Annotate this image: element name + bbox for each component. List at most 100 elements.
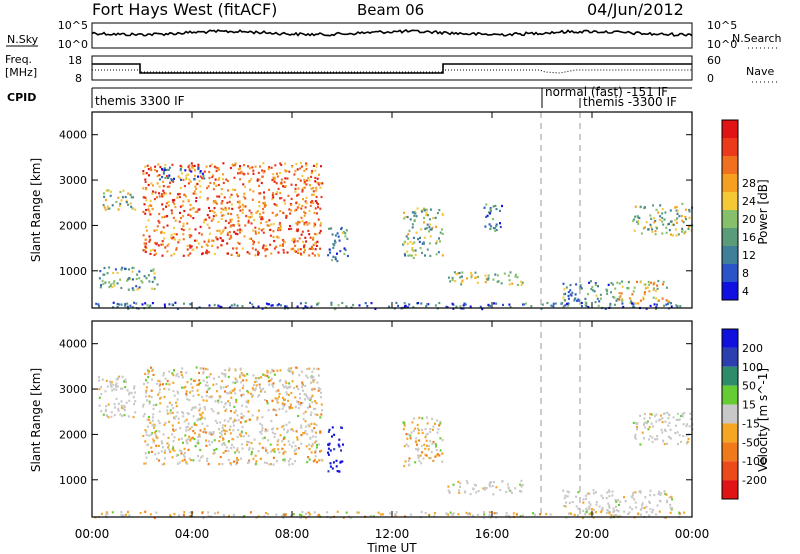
echo-cell xyxy=(226,233,229,236)
echo-cell xyxy=(142,187,145,190)
echo-cell xyxy=(247,391,250,394)
echo-cell xyxy=(215,383,218,386)
echo-cell xyxy=(224,432,226,435)
echo-cell xyxy=(177,375,180,378)
echo-cell xyxy=(688,208,691,212)
echo-cell xyxy=(616,298,619,301)
echo-cell xyxy=(199,170,202,173)
echo-cell xyxy=(109,380,112,383)
echo-cell xyxy=(236,449,239,452)
echo-cell xyxy=(170,233,173,236)
echo-cell xyxy=(336,252,338,255)
echo-cell xyxy=(315,439,318,443)
echo-cell xyxy=(654,233,657,236)
echo-cell xyxy=(138,286,141,289)
echo-cell xyxy=(331,259,334,262)
echo-cell xyxy=(235,419,238,422)
echo-cell xyxy=(142,196,145,199)
echo-cell xyxy=(146,304,149,307)
echo-cell xyxy=(264,249,267,252)
echo-cell xyxy=(208,304,211,307)
echo-cell xyxy=(682,435,685,438)
echo-cell xyxy=(283,450,286,453)
echo-cell xyxy=(147,168,150,171)
echo-cell xyxy=(293,386,296,390)
echo-cell xyxy=(271,194,274,197)
echo-cell xyxy=(571,291,574,294)
echo-cell xyxy=(467,513,469,516)
echo-cell xyxy=(315,402,318,405)
echo-cell xyxy=(222,208,225,211)
echo-cell xyxy=(155,457,158,460)
echo-cell xyxy=(134,208,137,211)
echo-cell xyxy=(284,451,287,454)
echo-cell xyxy=(496,274,499,277)
echo-cell xyxy=(117,402,120,405)
echo-cell xyxy=(300,216,303,219)
echo-cell xyxy=(227,420,230,423)
echo-cell xyxy=(647,280,650,283)
echo-cell xyxy=(173,436,176,439)
echo-cell xyxy=(102,192,105,195)
echo-cell xyxy=(243,164,245,167)
echo-cell xyxy=(118,204,121,207)
echo-cell xyxy=(150,433,153,436)
echo-cell xyxy=(263,197,266,200)
echo-cell xyxy=(291,371,294,374)
echo-cell xyxy=(655,306,658,309)
echo-cell xyxy=(615,505,617,508)
echo-cell xyxy=(218,428,220,431)
sky-left-tick-bottom: 10^0 xyxy=(58,38,88,51)
echo-cell xyxy=(182,215,185,218)
echo-cell xyxy=(649,435,652,438)
echo-cell xyxy=(161,203,164,206)
echo-cell xyxy=(550,304,553,307)
echo-cell xyxy=(145,389,148,392)
echo-cell xyxy=(521,484,524,487)
echo-cell xyxy=(293,238,296,241)
echo-cell xyxy=(116,302,119,306)
echo-cell xyxy=(291,380,294,383)
echo-cell xyxy=(274,214,277,217)
echo-cell xyxy=(199,196,201,199)
echo-cell xyxy=(168,185,171,188)
echo-cell xyxy=(195,246,198,249)
echo-cell xyxy=(677,233,680,236)
echo-cell xyxy=(166,409,169,412)
echo-cell xyxy=(219,455,222,459)
echo-cell xyxy=(629,506,632,509)
echo-cell xyxy=(258,383,261,386)
echo-cell xyxy=(212,218,215,221)
echo-cell xyxy=(310,445,313,448)
echo-cell xyxy=(336,470,339,473)
echo-cell xyxy=(185,418,188,421)
echo-cell xyxy=(663,516,666,519)
echo-cell xyxy=(216,238,219,241)
echo-cell xyxy=(151,432,154,435)
echo-cell xyxy=(224,369,227,372)
echo-cell xyxy=(584,513,587,516)
echo-cell xyxy=(304,398,306,401)
echo-cell xyxy=(270,223,273,226)
echo-cell xyxy=(468,513,471,516)
echo-cell xyxy=(282,248,285,252)
echo-cell xyxy=(269,234,272,237)
echo-cell xyxy=(163,451,166,454)
echo-cell xyxy=(283,458,286,461)
echo-cell xyxy=(254,387,257,390)
echo-cell xyxy=(183,458,186,461)
echo-cell xyxy=(604,307,607,310)
echo-cell xyxy=(285,305,288,308)
echo-cell xyxy=(144,440,147,443)
echo-cell xyxy=(270,450,273,453)
echo-cell xyxy=(577,491,580,494)
echo-cell xyxy=(567,294,570,298)
echo-cell xyxy=(319,247,322,250)
echo-cell xyxy=(438,237,440,240)
echo-cell xyxy=(205,431,208,434)
cpid-mode-2: normal (fast) -151 IF xyxy=(545,85,668,99)
echo-cell xyxy=(254,463,257,466)
echo-cell xyxy=(600,494,603,497)
echo-cell xyxy=(426,422,429,425)
echo-cell xyxy=(127,307,130,310)
